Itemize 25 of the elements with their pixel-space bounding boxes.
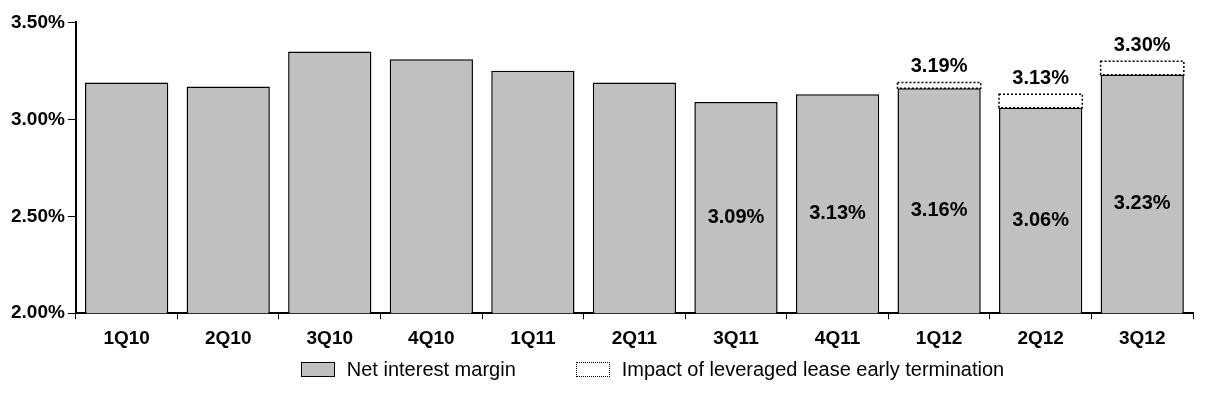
annotation: 3.13% bbox=[1012, 65, 1070, 88]
y-tick-label: 2.00% bbox=[11, 301, 65, 323]
data-label: 3.16% bbox=[910, 198, 968, 221]
x-tick-label: 1Q10 bbox=[103, 326, 150, 348]
y-tick-label: 3.50% bbox=[11, 10, 65, 32]
annotation: 3.19% bbox=[910, 54, 968, 77]
x-tick-label: 2Q10 bbox=[204, 326, 252, 348]
x-tick-label: 3Q11 bbox=[713, 326, 760, 348]
x-tick-label: 3Q10 bbox=[306, 326, 354, 348]
x-tick-label: 3Q12 bbox=[1118, 326, 1166, 348]
series-label: Net interest margin bbox=[346, 358, 516, 381]
x-tick-label: 2Q11 bbox=[611, 326, 658, 348]
x-tick-label: 2Q12 bbox=[1017, 326, 1064, 348]
x-tick-label: 1Q11 bbox=[510, 326, 557, 348]
annotation: 3.30% bbox=[1113, 32, 1171, 55]
data-label: 3.23% bbox=[1113, 191, 1171, 214]
x-tick-label: 4Q11 bbox=[814, 326, 861, 348]
y-tick-label: 2.50% bbox=[11, 204, 65, 226]
y-tick-label: 3.00% bbox=[11, 107, 65, 129]
legend-label: Impact of leveraged lease early termination bbox=[621, 358, 1005, 381]
data-label: 3.09% bbox=[707, 205, 765, 228]
data-label: 3.13% bbox=[809, 201, 867, 224]
data-label: 3.06% bbox=[1012, 207, 1070, 230]
x-tick-label: 4Q10 bbox=[408, 326, 455, 348]
x-tick-label: 1Q12 bbox=[915, 326, 963, 348]
